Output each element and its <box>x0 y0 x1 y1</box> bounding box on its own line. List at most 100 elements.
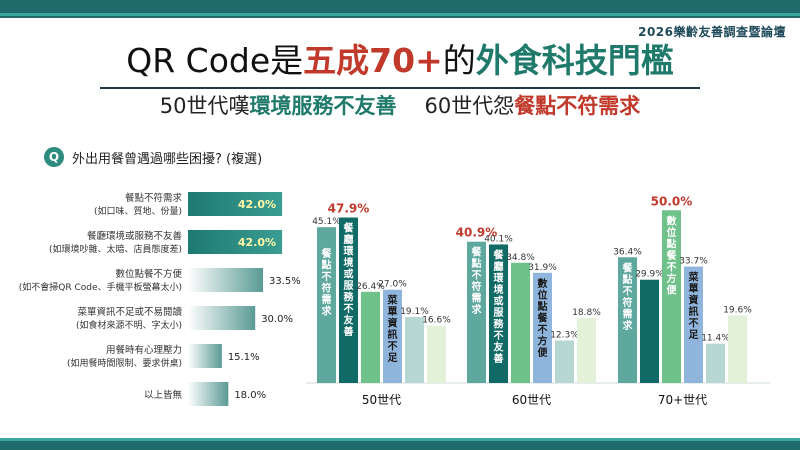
inline-bar-label: 餐 <box>343 222 355 235</box>
generation-value-label: 29.9% <box>635 270 664 280</box>
inline-bar-label: 點 <box>321 259 332 272</box>
generation-bar <box>383 289 402 383</box>
inline-bar-label: 務 <box>344 291 355 304</box>
generation-bar <box>467 241 486 383</box>
generation-value-label: 45.1% <box>312 217 341 227</box>
generation-value-label: 34.8% <box>506 253 535 263</box>
inline-bar-label: 不 <box>322 271 332 283</box>
generation-bar <box>555 340 574 383</box>
generation-bar <box>427 325 446 383</box>
inline-bar-label: 便 <box>667 283 678 296</box>
inline-bar-label: 環 <box>494 272 505 284</box>
generation-bar <box>511 262 530 383</box>
generation-bar <box>684 266 703 383</box>
inline-bar-label: 足 <box>689 329 700 341</box>
inline-bar-label: 求 <box>623 319 634 332</box>
category-label: 數位點餐不方便 <box>115 268 182 280</box>
generation-value-label: 16.6% <box>422 316 451 326</box>
inline-bar-label: 境 <box>494 283 504 296</box>
overall-value-label: 33.5% <box>269 276 301 287</box>
inline-bar-label: 不 <box>472 270 482 282</box>
inline-bar-label: 務 <box>494 317 505 330</box>
generation-bar <box>706 343 725 383</box>
inline-bar-label: 餐 <box>493 248 505 261</box>
subheadline: 50世代嘆環境服務不友善 60世代怨餐點不符需求 <box>0 92 800 120</box>
top-banner <box>0 0 800 18</box>
inline-bar-label: 環 <box>344 246 355 258</box>
overall-bar <box>188 268 264 292</box>
inline-bar-label: 善 <box>494 352 504 365</box>
question-icon: Q <box>44 147 64 167</box>
inline-bar-label: 廳 <box>494 260 504 273</box>
generation-category-label: 70+世代 <box>658 393 707 407</box>
generation-value-label: 11.4% <box>701 334 730 344</box>
subhead-part-1: 50世代嘆 <box>159 94 250 118</box>
inline-bar-label: 服 <box>494 307 505 319</box>
inline-bar-label: 餐 <box>666 249 678 262</box>
bottom-banner-stripe <box>0 438 800 441</box>
inline-bar-label: 或 <box>494 294 504 307</box>
inline-bar-label: 廳 <box>344 233 354 246</box>
generation-value-label: 47.9% <box>328 202 370 216</box>
generation-value-label: 31.9% <box>528 263 557 273</box>
inline-bar-label: 點 <box>471 257 482 270</box>
overall-value-label: 42.0% <box>238 236 276 249</box>
overall-bar <box>188 306 256 330</box>
headline-part-1: QR Code是 <box>126 41 304 80</box>
headline-divider <box>100 87 700 89</box>
generation-bar <box>728 315 747 383</box>
inline-bar-label: 足 <box>388 352 399 364</box>
category-sublabel: (如用餐時間限制、要求併桌) <box>67 357 182 369</box>
inline-bar-label: 餐 <box>622 261 634 274</box>
overall-value-label: 18.0% <box>234 390 266 401</box>
inline-bar-label: 符 <box>472 280 482 293</box>
inline-bar-label: 訊 <box>388 328 398 341</box>
generation-value-label: 18.8% <box>572 308 601 318</box>
category-sublabel: (如食材來源不明、字太小) <box>76 319 182 331</box>
generation-category-label: 60世代 <box>512 393 551 407</box>
inline-bar-label: 服 <box>344 280 355 292</box>
overall-bar <box>188 382 229 406</box>
inline-bar-label: 餐 <box>321 247 333 260</box>
subhead-part-2: 環境服務不友善 <box>249 94 397 118</box>
overall-bar <box>188 230 283 254</box>
inline-bar-label: 數 <box>538 277 548 290</box>
inline-bar-label: 點 <box>622 273 633 286</box>
inline-bar-label: 求 <box>472 303 483 316</box>
question-text: 外出用餐曾遇過哪些困擾? (複選) <box>72 151 263 167</box>
inline-bar-label: 需 <box>322 294 332 306</box>
generation-value-label: 19.6% <box>723 305 752 315</box>
generation-value-label: 33.7% <box>679 257 708 267</box>
overall-bar <box>188 344 222 368</box>
generation-bar <box>533 272 552 383</box>
inline-bar-label: 資 <box>689 294 699 307</box>
inline-bar-label: 方 <box>667 272 677 285</box>
inline-bar-label: 單 <box>689 283 699 295</box>
inline-bar-label: 數 <box>667 214 677 227</box>
inline-bar-label: 餐 <box>471 246 483 259</box>
subhead-part-3: 60世代怨 <box>424 94 515 118</box>
category-label: 以上皆無 <box>144 389 183 401</box>
inline-bar-label: 便 <box>538 346 549 359</box>
generation-bar <box>489 244 508 383</box>
inline-bar-label: 或 <box>344 268 354 281</box>
inline-bar-label: 不 <box>667 261 677 273</box>
generation-bar <box>640 279 659 383</box>
inline-bar-label: 善 <box>344 325 354 338</box>
category-sublabel: (如環境吵雜、太暗、店員態度差) <box>49 243 182 255</box>
inline-bar-label: 餐 <box>537 311 549 324</box>
top-banner-stripe <box>0 13 800 16</box>
category-label: 餐點不符需求 <box>125 192 183 204</box>
inline-bar-label: 求 <box>322 305 333 318</box>
overall-value-label: 30.0% <box>261 314 293 325</box>
generation-value-label: 40.1% <box>484 234 513 244</box>
generation-bar <box>662 210 681 383</box>
inline-bar-label: 境 <box>344 256 354 269</box>
generation-value-label: 26.4% <box>356 282 385 292</box>
generation-value-label: 19.1% <box>400 307 429 317</box>
inline-bar-label: 點 <box>666 237 677 250</box>
inline-bar-label: 符 <box>623 296 633 309</box>
generation-value-label: 36.4% <box>613 247 642 257</box>
headline-part-3: 的 <box>442 41 476 80</box>
